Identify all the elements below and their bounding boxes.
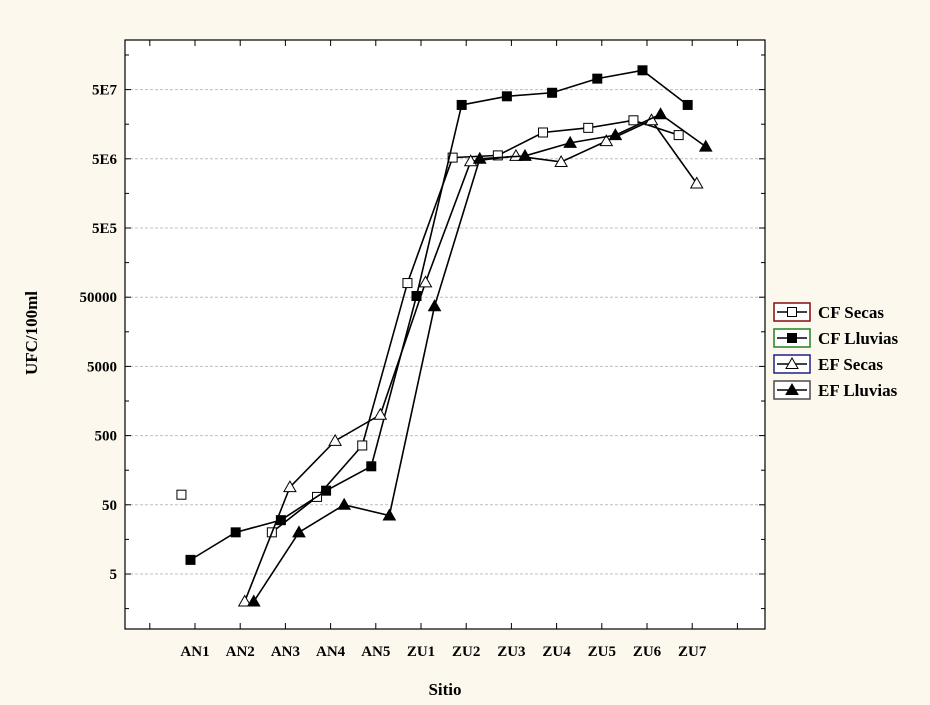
legend-label: CF Secas xyxy=(818,303,884,322)
legend-marker xyxy=(785,356,799,369)
y-tick-label: 500 xyxy=(95,429,118,445)
x-tick-label: ZU4 xyxy=(542,644,571,660)
series-line xyxy=(190,69,689,561)
x-tick-label: AN4 xyxy=(316,644,346,660)
x-tick-label: AN1 xyxy=(180,644,209,660)
x-tick-label: ZU6 xyxy=(633,644,662,660)
legend-marker xyxy=(787,333,797,343)
series-layer xyxy=(176,65,713,607)
data-point xyxy=(337,497,352,510)
x-tick-label: ZU3 xyxy=(497,644,525,660)
x-tick-label: ZU7 xyxy=(678,644,707,660)
legend-item: CF Lluvias xyxy=(773,328,899,348)
data-point xyxy=(653,107,668,120)
legend-item: CF Secas xyxy=(773,302,884,322)
series-ef-lluvias xyxy=(246,107,713,607)
series-line xyxy=(271,119,679,533)
y-tick-label: 50 xyxy=(102,498,117,514)
x-tick-label: AN5 xyxy=(361,644,390,660)
data-point xyxy=(689,176,704,189)
data-point xyxy=(592,73,603,84)
data-point xyxy=(418,275,433,288)
data-point xyxy=(373,407,388,420)
legend: CF Secas CF Lluvias EF Secas EF Lluvias xyxy=(773,302,899,400)
grid-lines xyxy=(125,89,765,575)
data-point xyxy=(472,151,487,164)
data-point xyxy=(185,554,196,565)
data-point xyxy=(176,489,187,500)
data-point xyxy=(599,134,614,147)
data-point xyxy=(698,139,713,152)
data-point xyxy=(427,299,442,312)
legend-label: EF Secas xyxy=(818,355,883,374)
data-point xyxy=(283,480,297,493)
data-point xyxy=(321,485,332,496)
legend-label: CF Lluvias xyxy=(818,329,899,348)
data-point xyxy=(230,527,241,538)
x-tick-label: ZU1 xyxy=(407,644,435,660)
data-point xyxy=(554,154,568,167)
data-point xyxy=(382,508,397,521)
y-tick-label: 5E7 xyxy=(92,83,118,99)
data-point xyxy=(501,91,512,102)
axis-ticks: 5 50 500 5000 50000 5E5 5E6 5E7 AN1 AN2 AN3 AN4 AN5 Z… xyxy=(80,40,765,660)
data-point xyxy=(673,130,684,141)
data-point xyxy=(492,150,503,161)
data-point xyxy=(547,87,558,98)
y-tick-label: 5000 xyxy=(87,359,117,375)
legend-marker xyxy=(785,382,799,395)
data-point xyxy=(447,152,458,163)
y-tick-label: 5E5 xyxy=(92,221,117,237)
x-tick-label: ZU2 xyxy=(452,644,480,660)
legend-item: EF Secas xyxy=(773,354,883,374)
data-point xyxy=(608,128,623,141)
data-point xyxy=(682,99,693,110)
x-tick-label: ZU5 xyxy=(588,644,616,660)
data-point xyxy=(637,65,648,76)
data-point xyxy=(402,278,413,289)
data-point xyxy=(456,99,467,110)
data-point xyxy=(366,461,377,472)
data-point xyxy=(357,440,368,451)
legend-marker xyxy=(787,307,797,317)
data-point xyxy=(328,433,342,446)
legend-item: EF Lluvias xyxy=(773,380,898,400)
data-point xyxy=(292,525,306,538)
series-cf-lluvias xyxy=(185,65,693,565)
series-ef-secas xyxy=(237,113,704,607)
data-point xyxy=(563,135,578,148)
legend-label: EF Lluvias xyxy=(818,381,898,400)
x-tick-label: AN2 xyxy=(226,644,255,660)
x-tick-label: AN3 xyxy=(271,644,300,660)
data-point xyxy=(237,594,252,607)
data-point xyxy=(583,122,594,133)
data-point xyxy=(628,115,639,126)
data-point xyxy=(538,127,549,138)
y-tick-label: 50000 xyxy=(80,290,118,306)
y-axis-title: UFC/100ml xyxy=(22,291,41,375)
data-point xyxy=(509,148,523,161)
y-tick-label: 5E6 xyxy=(92,152,118,168)
x-axis-title: Sitio xyxy=(428,680,461,699)
data-point xyxy=(518,148,532,161)
y-tick-label: 5 xyxy=(110,567,118,583)
data-point xyxy=(246,594,261,607)
